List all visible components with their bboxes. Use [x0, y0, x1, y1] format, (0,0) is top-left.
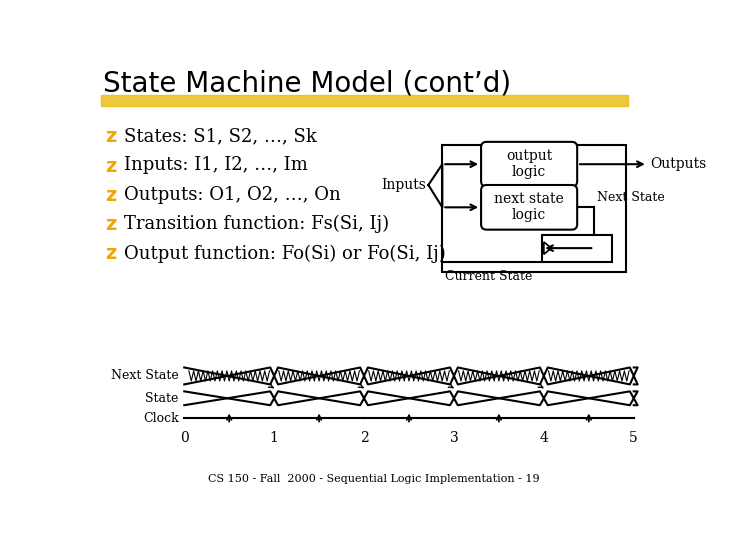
Text: 3: 3 [450, 430, 458, 445]
Text: Next State: Next State [596, 191, 664, 204]
FancyBboxPatch shape [481, 142, 577, 187]
Text: z: z [105, 186, 117, 205]
Text: 0: 0 [180, 430, 188, 445]
Text: next state
logic: next state logic [494, 192, 564, 223]
Text: Inputs: Inputs [381, 178, 426, 192]
Text: State: State [145, 392, 179, 405]
Text: Transition function: Fs(Si, Ij): Transition function: Fs(Si, Ij) [124, 215, 389, 233]
Text: CS 150 - Fall  2000 - Sequential Logic Implementation - 19: CS 150 - Fall 2000 - Sequential Logic Im… [208, 474, 540, 484]
Text: 2: 2 [360, 430, 369, 445]
Bar [101, 95, 628, 106]
Text: States: S1, S2, …, Sk: States: S1, S2, …, Sk [124, 127, 317, 146]
Text: Outputs: Outputs [650, 157, 707, 171]
Text: Clock: Clock [143, 412, 179, 425]
Text: 1: 1 [269, 430, 279, 445]
Text: State Machine Model (cont’d): State Machine Model (cont’d) [103, 69, 511, 97]
Text: z: z [105, 245, 117, 263]
Text: Next State: Next State [111, 369, 179, 382]
FancyBboxPatch shape [481, 185, 577, 230]
Text: output
logic: output logic [506, 149, 553, 179]
Text: z: z [105, 215, 117, 234]
Text: 4: 4 [539, 430, 548, 445]
Text: z: z [105, 156, 117, 176]
Bar [542, 235, 612, 261]
Text: Inputs: I1, I2, …, Im: Inputs: I1, I2, …, Im [124, 156, 307, 174]
Text: Output function: Fo(Si) or Fo(Si, Ij): Output function: Fo(Si) or Fo(Si, Ij) [124, 245, 445, 263]
Bar [442, 145, 626, 272]
Text: z: z [105, 127, 117, 146]
Text: 5: 5 [629, 430, 638, 445]
Text: Outputs: O1, O2, …, On: Outputs: O1, O2, …, On [124, 186, 341, 204]
Text: Current State: Current State [445, 270, 533, 283]
